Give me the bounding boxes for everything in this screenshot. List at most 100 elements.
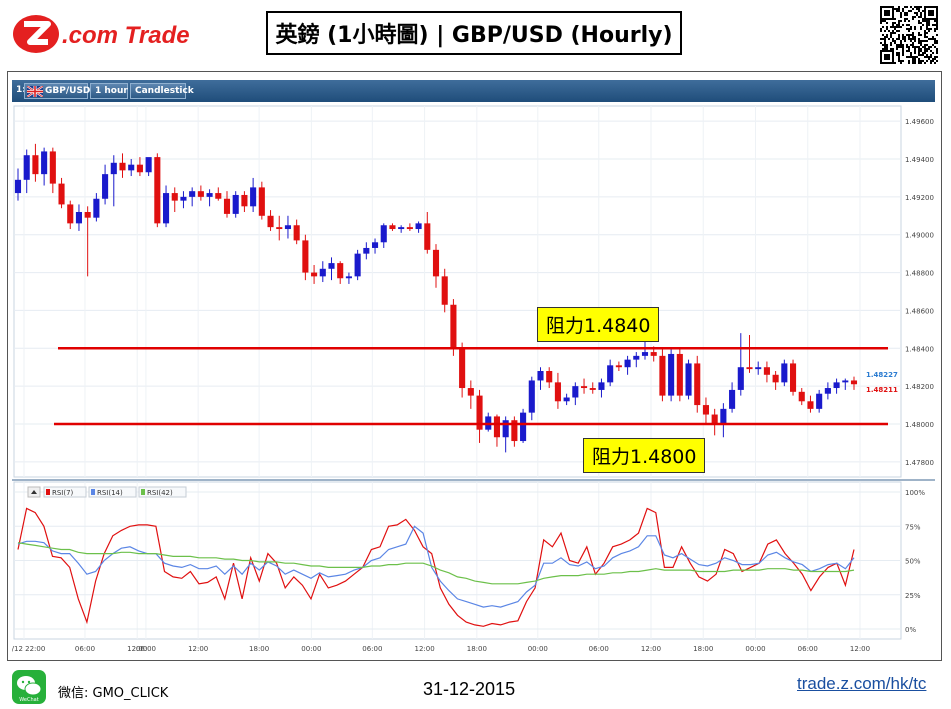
candle-body [650, 352, 657, 356]
candle-body [502, 420, 509, 438]
time-tick-label: 00:00 [301, 645, 321, 653]
time-tick-label: 00:00 [745, 645, 765, 653]
price-tick-label: 1.48400 [905, 345, 934, 353]
rsi-legend-item [88, 486, 137, 498]
candle-body [563, 397, 570, 402]
candle-body [459, 348, 466, 389]
zcom-trade-logo: .com Trade [13, 15, 190, 53]
candle-body [363, 247, 370, 254]
page-title: 英鎊 (1小時圖) | GBP/USD (Hourly) [266, 11, 682, 55]
wechat-icon: WeChat [12, 670, 46, 704]
price-tick-label: 1.49600 [905, 118, 934, 126]
candle-body [424, 223, 431, 250]
candle-body [432, 249, 440, 277]
candle-body [162, 193, 170, 224]
candle-body [816, 393, 823, 409]
time-tick-label: 00:00 [528, 645, 548, 653]
candle-body [319, 268, 326, 277]
candle-body [380, 225, 387, 243]
candle-body [14, 179, 22, 194]
candle-body [598, 382, 605, 390]
candle-body [554, 382, 561, 402]
uk-flag-icon [27, 86, 43, 97]
time-tick-label: 06:00 [75, 645, 95, 653]
resistance-lower-label: 阻力1.4800 [583, 438, 706, 473]
rsi-legend-label: RSI(42) [147, 489, 173, 497]
candle-body [267, 215, 274, 228]
price-panel [13, 105, 902, 478]
candle-body [406, 227, 413, 230]
wechat-bubbles-icon: WeChat [17, 676, 42, 703]
candle-body [685, 363, 692, 396]
candle-body [41, 151, 48, 175]
chart-style-selector[interactable]: Candlestick [130, 83, 194, 99]
candle-body [528, 380, 535, 413]
ask-price-label: 1.48227 [866, 371, 898, 379]
candle-body [441, 276, 448, 305]
candle-body [842, 380, 849, 383]
rsi-series-line [17, 525, 855, 608]
candle-body [615, 365, 622, 368]
wechat-icon-text: WeChat [19, 697, 38, 703]
candle-body [807, 401, 814, 409]
price-tick-label: 1.49200 [905, 194, 934, 202]
candle-body [276, 227, 283, 230]
timeframe-selector[interactable]: 1 hour [90, 83, 128, 99]
candle-body [467, 388, 474, 396]
candle-body [789, 363, 797, 392]
candle-body [824, 388, 831, 394]
time-tick-label: 06:00 [798, 645, 818, 653]
time-tick-label: 06:00 [136, 645, 156, 653]
candle-body [624, 359, 631, 368]
rsi-tick-label: 75% [905, 523, 921, 531]
candle-body [119, 162, 126, 171]
candle-body [781, 363, 788, 383]
candle-body [668, 353, 675, 396]
rsi-series-line [17, 507, 855, 627]
candle-body [128, 164, 135, 171]
report-date: 31-12-2015 [423, 679, 516, 699]
candle-body [415, 223, 422, 230]
candle-body [371, 242, 379, 248]
candle-body [520, 412, 527, 442]
bid-price-label: 1.48211 [866, 386, 898, 394]
candle-body [398, 227, 405, 230]
candle-body [58, 183, 65, 205]
candle-body [659, 355, 666, 396]
logo-text: .com Trade [62, 22, 190, 49]
candle-body [476, 395, 483, 430]
candle-body [737, 367, 744, 390]
candle-body [389, 225, 396, 230]
candle-body [215, 193, 222, 199]
time-tick-label: 12:00 [127, 645, 147, 653]
rsi-legend-label: RSI(14) [97, 489, 123, 497]
price-tick-label: 1.49400 [905, 156, 934, 164]
qr-code [880, 6, 938, 64]
candle-body [729, 389, 736, 409]
candle-body [676, 353, 683, 396]
symbol-selector[interactable]: GBP/USD [24, 83, 90, 99]
candle-body [537, 371, 544, 381]
candle-body [772, 374, 779, 383]
candle-body [572, 386, 579, 398]
rsi-tick-label: 100% [905, 489, 925, 497]
candle-body [354, 253, 361, 277]
candle-body [32, 155, 39, 175]
candle-body [258, 187, 265, 216]
rsi-legend-swatch [46, 489, 50, 495]
candle-body [180, 196, 187, 201]
candle-body [694, 363, 701, 406]
candle-body [102, 174, 109, 199]
chart-toolbar: 1: GBP/USD 1 hour Candlestick [12, 80, 935, 102]
price-tick-label: 1.48200 [905, 383, 934, 391]
time-tick-label: 06:00 [362, 645, 382, 653]
chart-index: 1: [16, 85, 26, 95]
website-link[interactable]: trade.z.com/hk/tc [797, 674, 927, 693]
wechat-id: 微信: GMO_CLICK [58, 686, 169, 701]
candle-body [702, 405, 710, 415]
rsi-tick-label: 25% [905, 592, 921, 600]
candle-body [232, 194, 239, 214]
price-tick-label: 1.47800 [905, 459, 934, 467]
candle-body [850, 380, 858, 385]
rsi-legend-item [138, 486, 187, 498]
